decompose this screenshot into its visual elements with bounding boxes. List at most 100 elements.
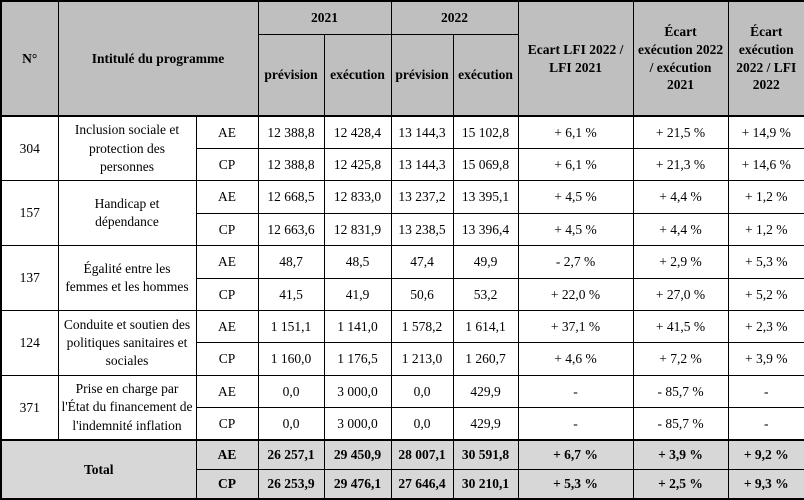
value-cell: 1 176,5 — [323, 342, 392, 376]
column-header-execution-2021: exécution — [323, 33, 392, 117]
column-header-year-2021: 2021 — [257, 0, 392, 35]
value-cell: + 37,1 % — [517, 310, 634, 344]
header-row-subcolumns: prévision exécution prévision exécution — [1, 33, 804, 117]
value-cell: 1 260,7 — [452, 342, 519, 376]
value-cell: + 14,6 % — [727, 147, 804, 182]
value-cell: + 27,0 % — [632, 277, 729, 312]
value-cell: 41,9 — [323, 277, 392, 312]
value-cell: + 1,2 % — [727, 212, 804, 247]
value-cell: 15 069,8 — [452, 147, 519, 182]
value-cell: 53,2 — [452, 277, 519, 312]
value-cell: 3 000,0 — [323, 374, 392, 409]
value-cell: 13 237,2 — [390, 180, 454, 214]
value-cell: - — [517, 407, 634, 441]
program-title: Inclusion sociale et protection des pers… — [57, 115, 197, 182]
table-row: 371 Prise en charge par l'État du financ… — [0, 374, 804, 441]
table-row: CP 12 663,6 12 831,9 13 238,5 13 396,4 +… — [1, 212, 804, 247]
table-row: 304 Inclusion sociale et protection des … — [0, 115, 804, 182]
value-cell: 12 663,6 — [257, 212, 325, 247]
total-row: Total AE 26 257,1 29 450,9 28 007,1 30 5… — [0, 439, 804, 500]
program-title: Égalité entre les femmes et les hommes — [57, 245, 197, 312]
column-header-execution-2022: exécution — [452, 33, 519, 117]
entry-type-label: CP — [195, 212, 259, 247]
value-cell: + 21,3 % — [632, 147, 729, 182]
value-cell: + 9,2 % — [727, 439, 804, 471]
table-row: CP 0,0 3 000,0 0,0 429,9 - - 85,7 % - — [1, 407, 804, 441]
value-cell: - 85,7 % — [632, 374, 729, 409]
value-cell: 15 102,8 — [452, 115, 519, 149]
value-cell: + 6,7 % — [517, 439, 634, 471]
value-cell: 50,6 — [390, 277, 454, 312]
value-cell: - 85,7 % — [632, 407, 729, 441]
value-cell: 48,5 — [323, 245, 392, 279]
value-cell: + 4,5 % — [517, 180, 634, 214]
entry-type-label: AE — [195, 310, 259, 344]
table-row: 137 Égalité entre les femmes et les homm… — [0, 245, 804, 312]
value-cell: 27 646,4 — [390, 469, 454, 500]
value-cell: 41,5 — [257, 277, 325, 312]
table-row: CP 41,5 41,9 50,6 53,2 + 22,0 % + 27,0 %… — [1, 277, 804, 312]
value-cell: 1 614,1 — [452, 310, 519, 344]
value-cell: + 7,2 % — [632, 342, 729, 376]
value-cell: + 22,0 % — [517, 277, 634, 312]
value-cell: + 2,9 % — [632, 245, 729, 279]
table-header: N° Intitulé du programme 2021 2022 Ecart… — [0, 0, 804, 117]
value-cell: + 41,5 % — [632, 310, 729, 344]
value-cell: + 4,5 % — [517, 212, 634, 247]
column-header-ecart-lfi: Ecart LFI 2022 / LFI 2021 — [517, 0, 634, 117]
header-row-years: N° Intitulé du programme 2021 2022 Ecart… — [0, 0, 804, 117]
value-cell: 12 388,8 — [257, 115, 325, 149]
column-header-ecart-execution-lfi: Écart exécution 2022 / LFI 2022 — [727, 0, 804, 117]
value-cell: 429,9 — [452, 407, 519, 441]
value-cell: - — [727, 407, 804, 441]
program-title: Handicap et dépendance — [57, 180, 197, 247]
value-cell: 26 257,1 — [257, 439, 325, 471]
value-cell: 3 000,0 — [323, 407, 392, 441]
value-cell: + 9,3 % — [727, 469, 804, 500]
program-title: Prise en charge par l'État du financemen… — [57, 374, 197, 441]
value-cell: 47,4 — [390, 245, 454, 279]
entry-type-label: CP — [195, 407, 259, 441]
value-cell: - — [517, 374, 634, 409]
program-number: 124 — [0, 310, 59, 376]
value-cell: 13 144,3 — [390, 115, 454, 149]
program-number: 371 — [0, 374, 59, 441]
value-cell: 0,0 — [257, 407, 325, 441]
value-cell: 12 833,0 — [323, 180, 392, 214]
value-cell: 1 141,0 — [323, 310, 392, 344]
value-cell: + 1,2 % — [727, 180, 804, 214]
column-header-number: N° — [0, 0, 59, 117]
value-cell: 12 388,8 — [257, 147, 325, 182]
value-cell: 1 151,1 — [257, 310, 325, 344]
value-cell: 13 238,5 — [390, 212, 454, 247]
value-cell: + 4,4 % — [632, 180, 729, 214]
column-header-prevision-2022: prévision — [390, 33, 454, 117]
value-cell: 48,7 — [257, 245, 325, 279]
program-number: 304 — [0, 115, 59, 182]
value-cell: + 4,4 % — [632, 212, 729, 247]
value-cell: + 3,9 % — [632, 439, 729, 471]
value-cell: + 21,5 % — [632, 115, 729, 149]
entry-type-label: AE — [195, 115, 259, 149]
value-cell: + 14,9 % — [727, 115, 804, 149]
table-body: 304 Inclusion sociale et protection des … — [0, 115, 804, 441]
entry-type-label: AE — [195, 180, 259, 214]
column-header-prevision-2021: prévision — [257, 33, 325, 117]
value-cell: 13 396,4 — [452, 212, 519, 247]
column-header-ecart-execution: Écart exécution 2022 / exécution 2021 — [632, 0, 729, 117]
total-row: CP 26 253,9 29 476,1 27 646,4 30 210,1 +… — [1, 469, 804, 500]
total-section: Total AE 26 257,1 29 450,9 28 007,1 30 5… — [0, 439, 804, 500]
entry-type-label: CP — [195, 342, 259, 376]
value-cell: 0,0 — [257, 374, 325, 409]
value-cell: + 4,6 % — [517, 342, 634, 376]
value-cell: 1 213,0 — [390, 342, 454, 376]
value-cell: 12 428,4 — [323, 115, 392, 149]
program-number: 157 — [0, 180, 59, 247]
value-cell: + 5,2 % — [727, 277, 804, 312]
value-cell: 0,0 — [390, 407, 454, 441]
value-cell: + 2,3 % — [727, 310, 804, 344]
value-cell: 30 210,1 — [452, 469, 519, 500]
value-cell: 13 144,3 — [390, 147, 454, 182]
entry-type-label: AE — [195, 245, 259, 279]
entry-type-label: CP — [195, 469, 259, 500]
